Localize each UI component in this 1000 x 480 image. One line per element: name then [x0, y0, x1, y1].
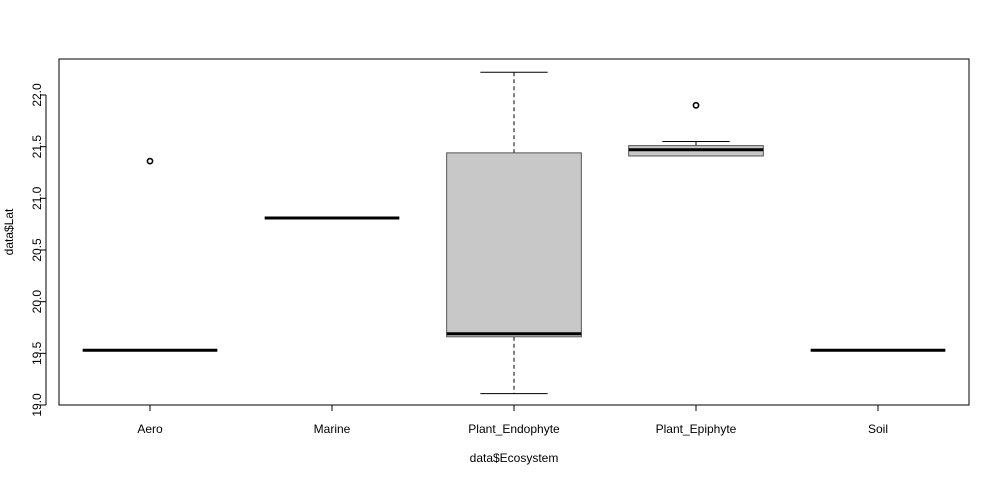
y-tick-label: 21.5 — [30, 135, 44, 159]
x-axis-title: data$Ecosystem — [470, 451, 559, 465]
y-axis-title: data$Lat — [2, 208, 16, 255]
box-aero — [82, 157, 218, 352]
y-axis: 19.0 19.5 20.0 20.5 21.0 21.5 22.0 — [30, 83, 47, 417]
box-plant-epiphyte — [628, 101, 764, 157]
y-tick-label: 19.5 — [30, 341, 44, 365]
x-tick-label: Plant_Epiphyte — [656, 422, 737, 436]
x-tick-label: Marine — [314, 422, 351, 436]
box-plant-endophyte — [446, 71, 582, 395]
y-tick-label: 20.5 — [30, 238, 44, 262]
y-tick-label: 21.0 — [30, 186, 44, 210]
outlier-point — [692, 101, 700, 109]
x-tick-label: Plant_Endophyte — [468, 422, 560, 436]
y-tick-label: 20.0 — [30, 290, 44, 314]
x-tick-label: Aero — [137, 422, 163, 436]
y-tick-label: 19.0 — [30, 393, 44, 417]
x-axis: Aero Marine Plant_Endophyte Plant_Epiphyte S… — [137, 404, 888, 436]
y-tick-label: 22.0 — [30, 83, 44, 107]
boxes — [82, 71, 946, 395]
outlier-point — [146, 157, 154, 165]
x-tick-label: Soil — [868, 422, 888, 436]
box-iqr — [446, 152, 582, 338]
